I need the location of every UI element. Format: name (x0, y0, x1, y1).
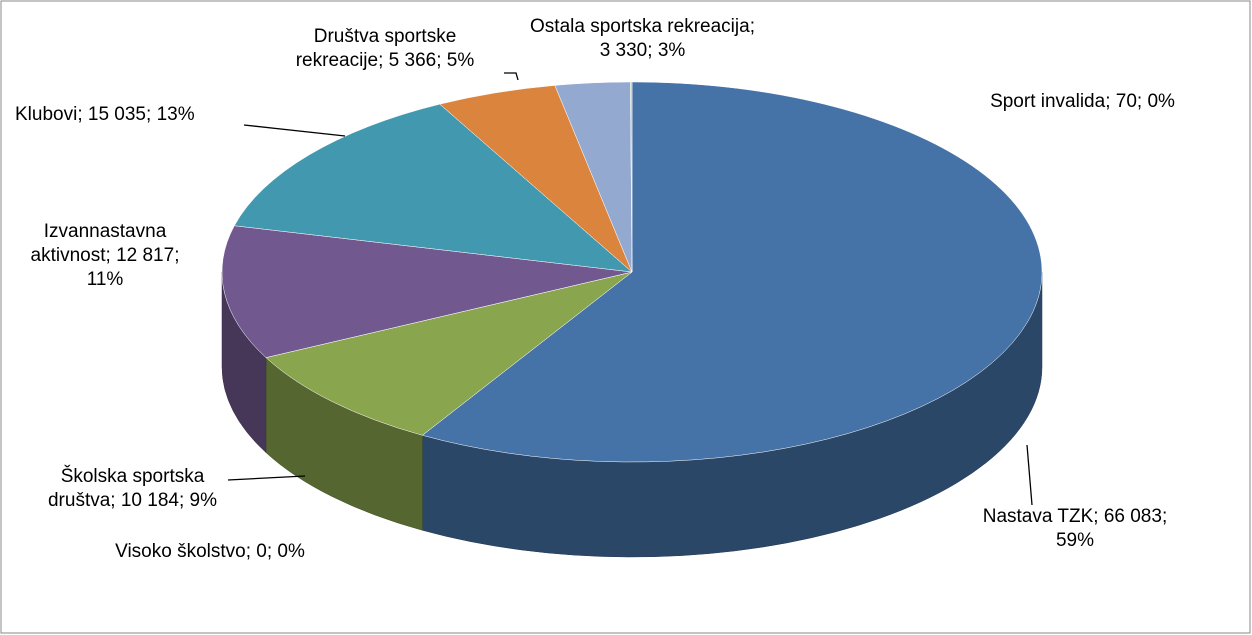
leader-lines (227, 72, 1033, 506)
pie-slice (221, 225, 633, 358)
pie-slice (630, 81, 633, 273)
data-label: Visoko školstvo; 0; 0% (110, 540, 310, 564)
label-percent: 3% (657, 40, 686, 61)
data-label: Izvannastavna aktivnost; 12 817; 11% (20, 220, 190, 292)
label-separator: ; (77, 104, 88, 125)
label-separator: ; (378, 50, 389, 71)
label-percent: 0% (277, 541, 305, 562)
label-value: 10 184 (120, 490, 179, 511)
label-category: Visoko školstvo (115, 541, 246, 562)
label-separator: ; (749, 16, 761, 37)
label-percent: 11% (86, 269, 124, 290)
data-label: Školska sportska društva; 10 184; 9% (30, 465, 235, 513)
label-separator: ; (266, 541, 278, 562)
label-category: Društva sportske rekreacije (295, 26, 457, 71)
label-value: 66 083 (1103, 506, 1162, 527)
label-category: Izvannastavna aktivnost (30, 221, 167, 266)
label-value: 3 330 (599, 40, 648, 61)
pie-slice (421, 81, 1043, 463)
label-category: Školska sportska društva (47, 466, 205, 511)
label-separator: ; (146, 104, 157, 125)
label-percent: 59% (1055, 530, 1095, 551)
label-separator: ; (1161, 506, 1173, 527)
label-category: Sport invalida (990, 91, 1106, 112)
label-separator: ; (436, 50, 447, 71)
label-percent: 9% (189, 490, 218, 511)
label-separator: ; (174, 245, 185, 266)
label-value: 70 (1115, 91, 1137, 112)
label-separator: ; (647, 40, 658, 61)
data-label: Društva sportske rekreacije; 5 366; 5% (285, 25, 485, 73)
leader-line (243, 124, 346, 137)
label-value: 12 817 (116, 245, 175, 266)
data-label: Ostala sportska rekreacija; 3 330; 3% (530, 15, 755, 63)
pie (221, 81, 1043, 558)
label-percent: 0% (1147, 91, 1175, 112)
label-value: 5 366 (388, 50, 437, 71)
label-separator: ; (245, 541, 257, 562)
leader-line (504, 72, 519, 81)
data-label: Nastava TZK; 66 083; 59% (975, 505, 1175, 553)
leader-line (227, 475, 306, 481)
leader-line (1026, 444, 1033, 506)
label-separator: ; (178, 490, 190, 511)
pie-slice (233, 103, 633, 273)
data-label: Sport invalida; 70; 0% (985, 90, 1180, 114)
label-category: Nastava TZK (982, 506, 1094, 527)
label-percent: 5% (446, 50, 475, 71)
label-separator: ; (1105, 91, 1116, 112)
label-value: 15 035 (87, 104, 147, 125)
data-label: Klubovi; 15 035; 13% (15, 103, 315, 127)
label-separator: ; (110, 490, 121, 511)
label-value: 0 (256, 541, 267, 562)
label-separator: ; (1093, 506, 1104, 527)
label-percent: 13% (156, 104, 195, 125)
label-separator: ; (105, 245, 117, 266)
label-category: Ostala sportska rekreacija (530, 16, 750, 37)
label-category: Klubovi (15, 104, 78, 125)
pie-slice (265, 271, 633, 436)
label-separator: ; (1136, 91, 1148, 112)
